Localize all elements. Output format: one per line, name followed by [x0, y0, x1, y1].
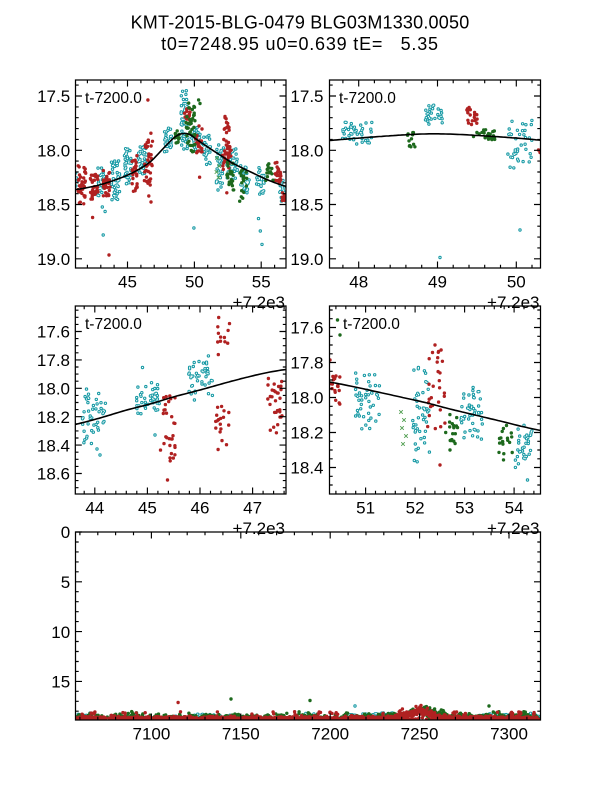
svg-text:19.0: 19.0 [37, 250, 70, 269]
svg-text:19.0: 19.0 [290, 250, 323, 269]
svg-text:+7.2e3: +7.2e3 [487, 293, 539, 312]
svg-text:18.2: 18.2 [290, 424, 323, 443]
svg-text:18.4: 18.4 [290, 459, 323, 478]
svg-text:10: 10 [51, 623, 70, 642]
svg-text:t-7200.0: t-7200.0 [343, 316, 400, 333]
svg-text:t-7200.0: t-7200.0 [85, 316, 142, 333]
svg-text:t0=7248.95 u0=0.639 tE= 5.35: t0=7248.95 u0=0.639 tE= 5.35 [161, 34, 439, 54]
svg-text:18.0: 18.0 [290, 142, 323, 161]
svg-text:7150: 7150 [222, 725, 260, 744]
svg-text:15: 15 [51, 673, 70, 692]
svg-text:7300: 7300 [490, 725, 528, 744]
svg-text:17.8: 17.8 [290, 354, 323, 373]
svg-text:17.6: 17.6 [37, 323, 70, 342]
svg-text:18.0: 18.0 [37, 380, 70, 399]
svg-text:54: 54 [505, 499, 524, 518]
svg-text:53: 53 [455, 499, 474, 518]
svg-text:18.0: 18.0 [290, 389, 323, 408]
svg-text:KMT-2015-BLG-0479 BLG03M1330.0: KMT-2015-BLG-0479 BLG03M1330.0050 [131, 13, 470, 33]
svg-text:47: 47 [243, 499, 262, 518]
svg-text:18.5: 18.5 [290, 196, 323, 215]
svg-text:5: 5 [61, 573, 70, 592]
svg-text:18.2: 18.2 [37, 408, 70, 427]
svg-text:50: 50 [185, 273, 204, 292]
svg-text:18.6: 18.6 [37, 465, 70, 484]
svg-text:52: 52 [406, 499, 425, 518]
svg-text:17.6: 17.6 [290, 319, 323, 338]
svg-text:7100: 7100 [132, 725, 170, 744]
svg-text:17.5: 17.5 [37, 87, 70, 106]
svg-text:51: 51 [356, 499, 375, 518]
svg-text:44: 44 [85, 499, 104, 518]
svg-text:48: 48 [349, 273, 368, 292]
svg-text:+7.2e3: +7.2e3 [233, 519, 285, 538]
svg-text:t-7200.0: t-7200.0 [339, 90, 396, 107]
svg-text:46: 46 [191, 499, 210, 518]
svg-text:17.5: 17.5 [290, 87, 323, 106]
svg-text:18.0: 18.0 [37, 142, 70, 161]
svg-text:45: 45 [118, 273, 137, 292]
svg-text:+7.2e3: +7.2e3 [233, 293, 285, 312]
svg-text:18.5: 18.5 [37, 196, 70, 215]
svg-text:+7.2e3: +7.2e3 [487, 519, 539, 538]
svg-text:7200: 7200 [311, 725, 349, 744]
svg-text:t-7200.0: t-7200.0 [85, 90, 142, 107]
svg-text:49: 49 [428, 273, 447, 292]
svg-text:7250: 7250 [401, 725, 439, 744]
svg-text:17.8: 17.8 [37, 351, 70, 370]
svg-text:50: 50 [507, 273, 526, 292]
svg-text:45: 45 [138, 499, 157, 518]
svg-text:18.4: 18.4 [37, 436, 70, 455]
svg-text:0: 0 [61, 523, 70, 542]
svg-text:55: 55 [252, 273, 271, 292]
